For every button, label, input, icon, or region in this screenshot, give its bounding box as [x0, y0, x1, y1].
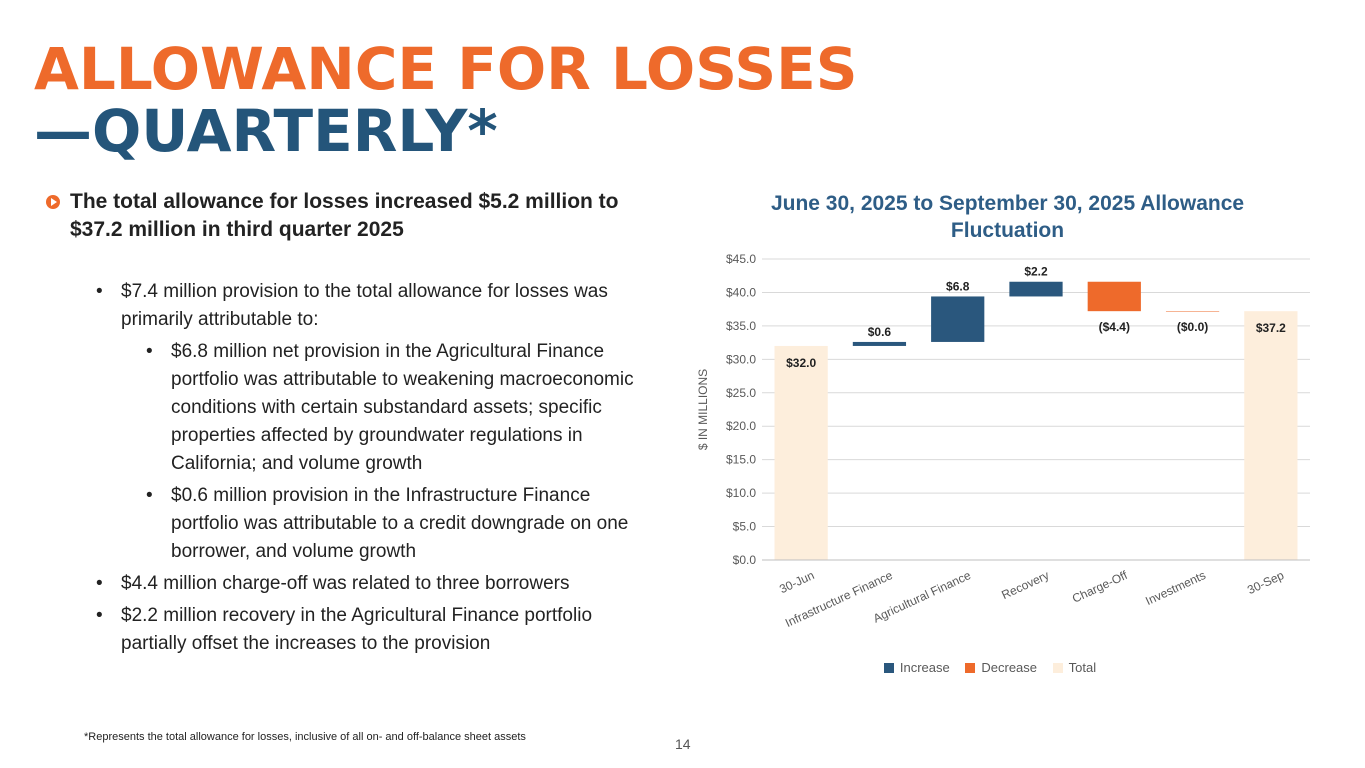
- legend-label: Increase: [899, 660, 950, 675]
- bullet-dot: •: [96, 281, 103, 302]
- bar-total: [774, 345, 828, 560]
- legend-label: Decrease: [981, 660, 1038, 675]
- y-axis-title: $ IN MILLIONS: [696, 369, 710, 450]
- list-item-text: $7.4 million provision to the total allo…: [121, 281, 608, 330]
- lead-text: The total allowance for losses increased…: [70, 190, 619, 241]
- data-label: $37.2: [1256, 321, 1286, 335]
- x-tick-label: 30-Sep: [1245, 568, 1286, 597]
- x-tick-label: Investments: [1143, 568, 1208, 608]
- y-tick-label: $5.0: [733, 520, 757, 534]
- list-item: • $4.4 million charge-off was related to…: [96, 570, 656, 598]
- chart-title: June 30, 2025 to September 30, 2025 Allo…: [770, 192, 1245, 242]
- waterfall-chart: $0.0 $5.0 $10.0 $15.0 $20.0 $25.0 $30.0 $35.0 $4…: [696, 252, 1310, 630]
- y-tick-label: $30.0: [726, 352, 756, 366]
- list-item-text: $0.6 million provision in the Infrastruc…: [171, 485, 629, 562]
- list-item-text: $2.2 million recovery in the Agricultura…: [121, 605, 593, 654]
- bullet-dot: •: [96, 605, 103, 626]
- data-label: $6.8: [946, 279, 970, 293]
- bar-increase: [931, 296, 985, 342]
- bar-increase: [852, 341, 907, 346]
- y-tick-label: $10.0: [726, 486, 756, 500]
- footnote: *Represents the total allowance for loss…: [84, 731, 526, 743]
- legend-swatch-total: [1052, 662, 1063, 673]
- y-tick-label: $20.0: [726, 419, 756, 433]
- lead-statement: The total allowance for losses increased…: [46, 188, 646, 244]
- bar-increase: [1009, 281, 1063, 297]
- chart-legend: Increase Decrease Total: [680, 660, 1300, 676]
- x-tick-label: 30-Jun: [777, 568, 816, 596]
- bar-decrease: [1087, 281, 1141, 312]
- list-item: • $7.4 million provision to the total al…: [96, 278, 656, 334]
- y-tick-label: $40.0: [726, 285, 756, 299]
- data-label: ($0.0): [1177, 320, 1208, 334]
- legend-swatch-increase: [883, 662, 894, 673]
- list-item: • $2.2 million recovery in the Agricultu…: [96, 602, 656, 658]
- bar-decrease: [1165, 311, 1220, 312]
- legend-swatch-decrease: [965, 662, 976, 673]
- data-label: $32.0: [786, 356, 816, 370]
- play-arrow-icon: [46, 195, 60, 209]
- x-tick-label: Recovery: [999, 568, 1051, 602]
- data-label: $2.2: [1024, 265, 1048, 279]
- legend-item-increase: Increase: [883, 660, 950, 675]
- list-item-text: $4.4 million charge-off was related to t…: [121, 573, 570, 594]
- y-tick-label: $25.0: [726, 386, 756, 400]
- bullet-list: • $7.4 million provision to the total al…: [96, 278, 656, 662]
- page-title-line1: ALLOWANCE FOR LOSSES: [34, 35, 858, 103]
- list-item-text: $6.8 million net provision in the Agricu…: [171, 341, 634, 474]
- legend-item-total: Total: [1052, 660, 1097, 675]
- bullet-dot: •: [146, 485, 153, 506]
- list-item: • $0.6 million provision in the Infrastr…: [146, 482, 656, 566]
- data-label: $0.6: [868, 325, 892, 339]
- y-tick-label: $45.0: [726, 252, 756, 266]
- data-label: ($4.4): [1099, 320, 1130, 334]
- x-tick-label: Charge-Off: [1070, 568, 1130, 606]
- bar-total: [1244, 311, 1298, 560]
- bullet-dot: •: [96, 573, 103, 594]
- page-title-line2: —QUARTERLY*: [34, 97, 498, 165]
- page-number: 14: [675, 736, 691, 752]
- list-item: • $6.8 million net provision in the Agri…: [146, 338, 656, 478]
- legend-label: Total: [1068, 660, 1097, 675]
- y-tick-label: $35.0: [726, 319, 756, 333]
- bullet-dot: •: [146, 341, 153, 362]
- y-tick-label: $0.0: [733, 553, 757, 567]
- legend-item-decrease: Decrease: [965, 660, 1037, 675]
- y-tick-label: $15.0: [726, 453, 756, 467]
